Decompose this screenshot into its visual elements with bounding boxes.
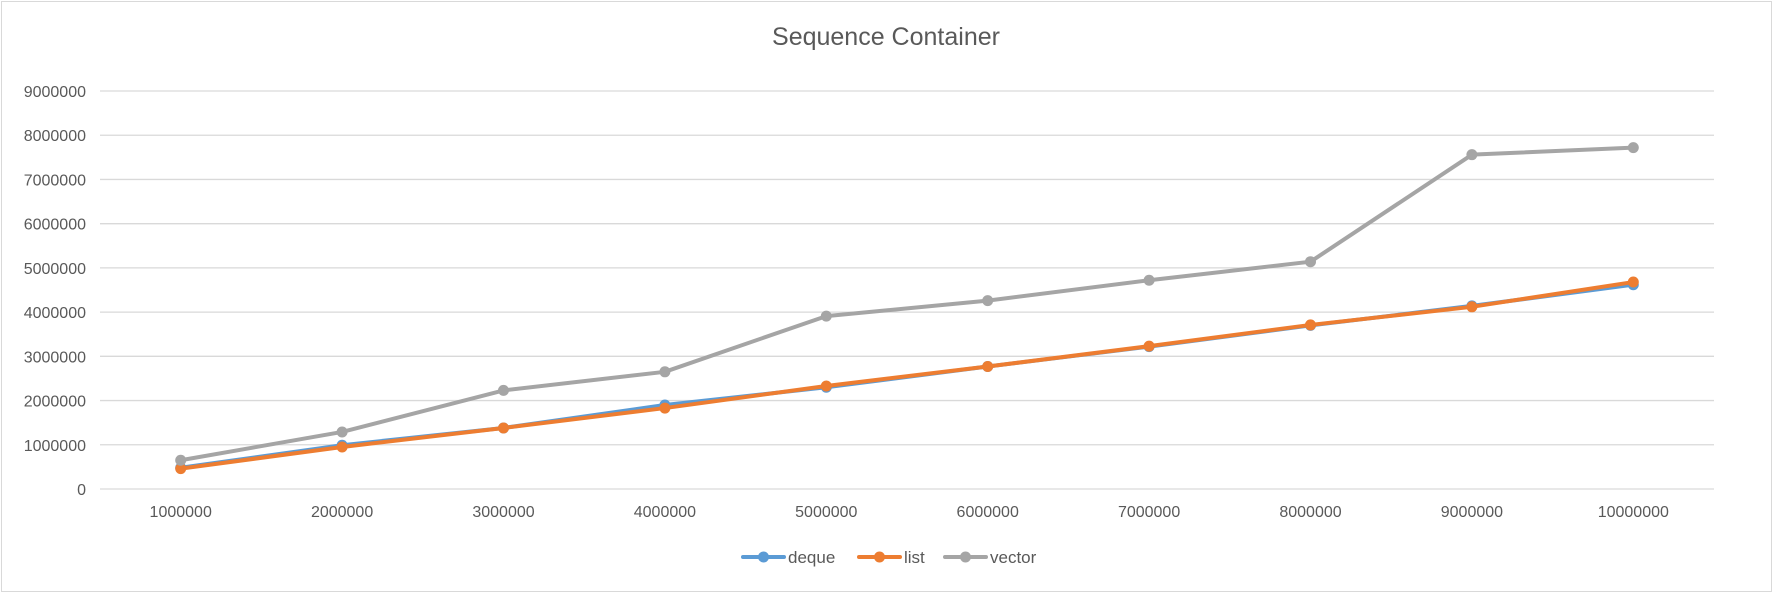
legend-swatch-marker [874, 551, 885, 563]
y-tick-label: 8000000 [24, 128, 86, 145]
data-point-vector [1466, 149, 1478, 161]
data-point-vector [982, 295, 994, 307]
data-point-vector [498, 384, 509, 396]
data-point-list [659, 402, 671, 414]
legend-item-list: list [857, 548, 925, 567]
y-tick-label: 9000000 [24, 84, 86, 101]
data-point-list [982, 361, 994, 373]
legend-label: deque [788, 548, 835, 567]
y-tick-label: 1000000 [24, 438, 86, 455]
y-axis-ticks: 0 1000000 2000000 3000000 4000000 5000000 6000… [24, 84, 86, 499]
x-axis-ticks: 1000000 2000000 3000000 4000000 5000000 60000… [150, 504, 1669, 521]
chart-title: Sequence Container [772, 23, 1000, 51]
data-point-list [1143, 340, 1155, 352]
data-point-vector [1143, 274, 1155, 286]
series-line-vector [178, 145, 1636, 463]
y-tick-label: 5000000 [24, 261, 86, 278]
y-tick-label: 6000000 [24, 217, 86, 234]
x-tick-label: 2000000 [311, 504, 373, 521]
data-point-list [1305, 319, 1316, 331]
data-point-list [336, 441, 348, 453]
series-lines [175, 142, 1639, 475]
x-tick-label: 8000000 [1279, 504, 1341, 521]
data-point-vector [175, 454, 187, 466]
y-tick-label: 3000000 [24, 349, 86, 366]
data-point-list [1627, 276, 1639, 288]
legend-label: list [904, 548, 925, 567]
legend: deque list vector [741, 548, 1037, 567]
data-point-list [820, 380, 832, 392]
data-point-vector [820, 310, 832, 322]
x-tick-label: 3000000 [472, 504, 534, 521]
legend-item-deque: deque [741, 548, 835, 567]
x-tick-label: 1000000 [150, 504, 212, 521]
y-tick-label: 0 [77, 482, 86, 499]
data-point-list [175, 463, 187, 475]
x-tick-label: 7000000 [1118, 504, 1180, 521]
y-tick-label: 4000000 [24, 305, 86, 322]
x-tick-label: 9000000 [1441, 504, 1503, 521]
x-tick-label: 5000000 [795, 504, 857, 521]
data-point-vector [1305, 256, 1316, 268]
series-list [175, 276, 1639, 475]
series-vector [175, 142, 1639, 466]
data-point-vector [336, 426, 348, 438]
data-point-list [498, 422, 509, 434]
y-tick-label: 7000000 [24, 172, 86, 189]
data-point-list [1466, 301, 1478, 313]
x-tick-label: 4000000 [634, 504, 696, 521]
x-tick-label: 10000000 [1598, 504, 1669, 521]
legend-swatch-marker [758, 551, 769, 563]
x-tick-label: 6000000 [957, 504, 1019, 521]
y-tick-label: 2000000 [24, 394, 86, 411]
data-point-vector [659, 366, 671, 378]
legend-label: vector [990, 548, 1037, 567]
data-point-vector [1627, 142, 1639, 154]
legend-item-vector: vector [943, 548, 1037, 567]
legend-swatch-marker [960, 551, 971, 563]
series-line-list [178, 280, 1636, 471]
